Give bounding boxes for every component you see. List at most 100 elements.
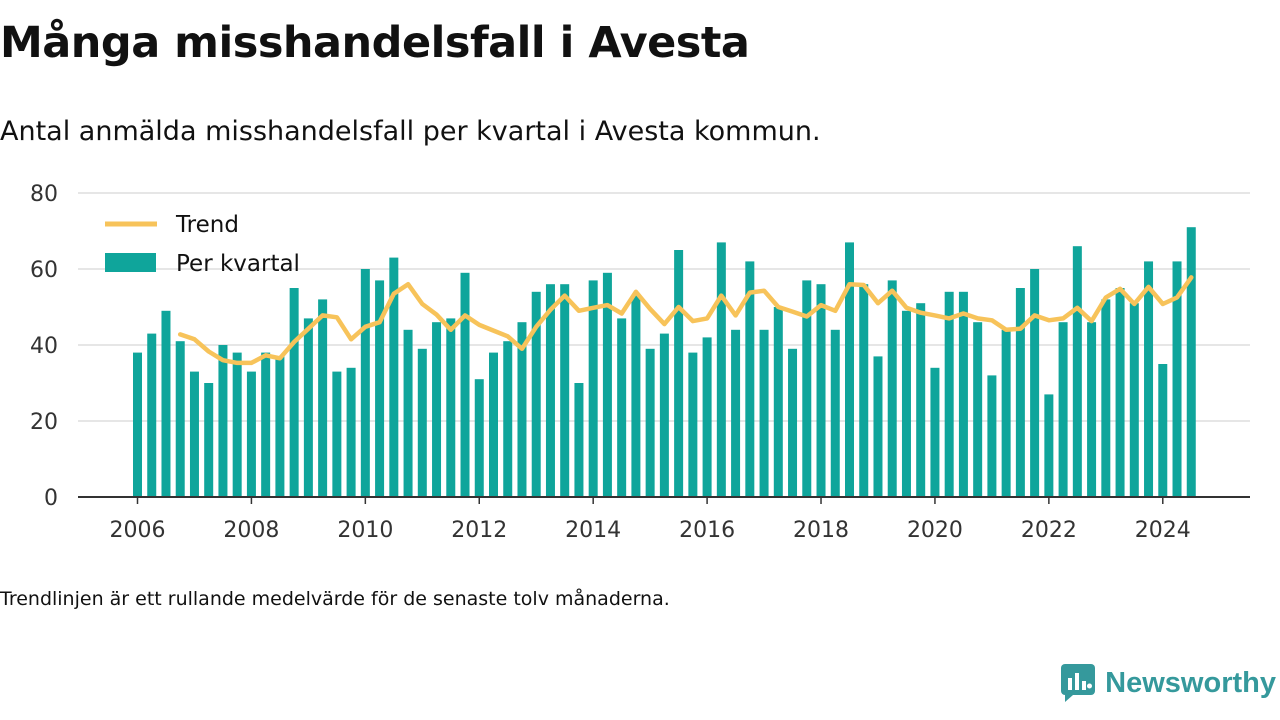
bar (204, 383, 214, 497)
bar (1015, 288, 1025, 497)
bar (916, 303, 926, 497)
bar (773, 307, 783, 497)
bar (887, 280, 897, 497)
bar (1058, 322, 1068, 497)
bar (631, 295, 641, 497)
bar (731, 329, 741, 497)
bar (1044, 394, 1054, 497)
bar (1030, 269, 1040, 497)
chart-subtitle: Antal anmälda misshandelsfall per kvarta… (0, 116, 821, 147)
bar (560, 284, 570, 497)
bar (1158, 364, 1168, 497)
trend-line (177, 275, 1194, 366)
legend-bar-swatch (105, 253, 156, 272)
legend-trend-label: Trend (175, 212, 239, 238)
bar (617, 318, 627, 497)
x-tick-label: 2008 (223, 518, 279, 543)
bar (987, 375, 997, 497)
bar (346, 367, 356, 497)
bar (375, 280, 385, 497)
bar (574, 383, 584, 497)
bar (859, 284, 869, 497)
bar (133, 352, 142, 497)
y-tick-label: 60 (30, 258, 58, 283)
bar (873, 356, 883, 497)
bar (958, 291, 968, 497)
bar (702, 337, 712, 497)
x-tick-label: 2010 (337, 518, 393, 543)
bar (802, 280, 812, 497)
bar (745, 261, 755, 497)
bar (189, 371, 199, 497)
x-tick-label: 2012 (451, 518, 507, 543)
bar (1101, 299, 1111, 497)
bar (688, 352, 698, 497)
bar (930, 367, 940, 497)
x-tick-label: 2024 (1135, 518, 1191, 543)
bar (218, 345, 228, 497)
bar (246, 371, 256, 497)
bar (845, 242, 854, 497)
bar (147, 333, 157, 497)
bar (289, 288, 299, 497)
bar (403, 329, 413, 497)
x-tick-label: 2022 (1021, 518, 1077, 543)
bar (175, 341, 185, 497)
x-tick-label: 2014 (565, 518, 621, 543)
bar (232, 352, 242, 497)
bar (489, 352, 498, 497)
bar (517, 322, 527, 497)
legend-bar-label: Per kvartal (176, 251, 300, 277)
footnote: Trendlinjen är ett rullande medelvärde f… (0, 588, 670, 610)
y-tick-label: 40 (30, 334, 58, 359)
bar (545, 284, 555, 497)
bar (432, 322, 442, 497)
bar (716, 242, 726, 497)
bar (1129, 303, 1139, 497)
bar (332, 371, 342, 497)
bar (588, 280, 598, 497)
bar (1144, 261, 1154, 497)
bar (674, 250, 684, 497)
x-tick-label: 2020 (907, 518, 963, 543)
bar (275, 356, 285, 497)
bar (901, 310, 911, 497)
brand-name: Newsworthy (1105, 666, 1276, 699)
bar (446, 318, 456, 497)
bar (1087, 322, 1097, 497)
brand[interactable]: Newsworthy (1061, 664, 1276, 702)
bar (830, 329, 840, 497)
bar (1115, 288, 1125, 497)
bar (973, 322, 983, 497)
bar (303, 318, 313, 497)
y-tick-label: 80 (30, 182, 58, 207)
bar (503, 341, 513, 497)
chart-title: Många misshandelsfall i Avesta (0, 18, 750, 68)
bar (531, 291, 541, 497)
x-tick-label: 2016 (679, 518, 735, 543)
y-tick-label: 0 (44, 486, 58, 511)
bar (659, 333, 669, 497)
bar (389, 257, 399, 497)
bar (417, 348, 427, 497)
bar (944, 291, 954, 497)
bar (1172, 261, 1182, 497)
bar (1001, 329, 1011, 497)
bar (759, 329, 769, 497)
chart: 0 20 40 60 80 2006 2008 2010 2012 2014 2016 2018 202… (30, 182, 1250, 543)
bar (318, 299, 328, 497)
bar (788, 348, 798, 497)
bar (161, 310, 171, 497)
bar (1186, 227, 1196, 497)
bar (645, 348, 655, 497)
x-tick-label: 2018 (793, 518, 849, 543)
x-tick-label: 2006 (110, 518, 166, 543)
bar (602, 272, 612, 497)
bar (474, 379, 484, 497)
bar (460, 272, 470, 497)
newsworthy-logo-icon (1061, 664, 1096, 702)
bar (816, 284, 826, 497)
y-tick-label: 20 (30, 410, 58, 435)
bar (360, 269, 370, 497)
bar (1072, 246, 1082, 497)
